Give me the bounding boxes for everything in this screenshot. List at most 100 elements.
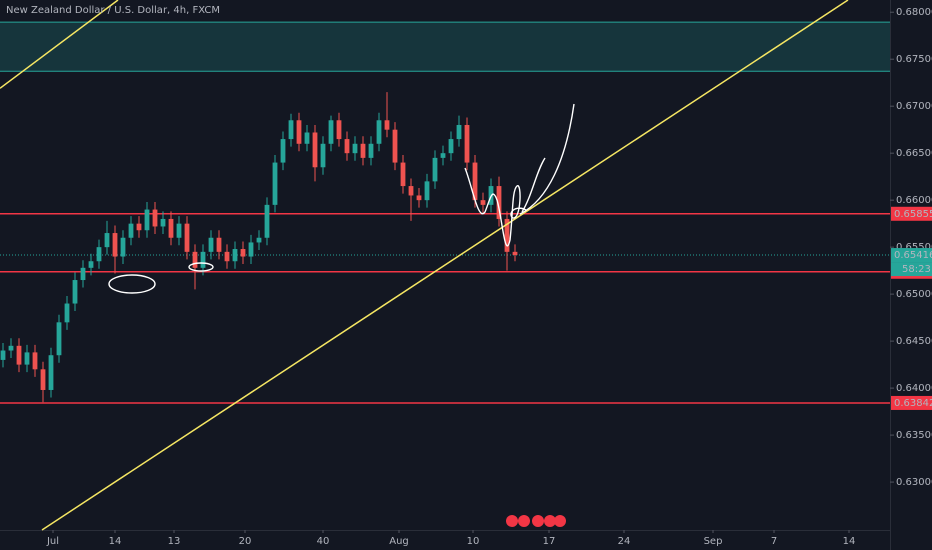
drawings <box>108 103 575 294</box>
x-tick-label: 40 <box>317 536 330 547</box>
last-price-label: 0.65416 <box>894 250 932 261</box>
candle-body <box>184 223 190 252</box>
candle-body <box>480 200 486 205</box>
candle-body <box>336 120 342 140</box>
candle-body <box>0 350 6 360</box>
last-price-label-bg <box>891 248 932 263</box>
candle-body <box>288 120 294 140</box>
candle-body <box>448 139 454 154</box>
drawing-stroke <box>519 103 575 215</box>
candle-body <box>64 303 70 323</box>
candle-body <box>96 247 102 262</box>
candle-body <box>168 218 174 238</box>
candle-body <box>384 120 390 130</box>
candle-body <box>328 120 334 144</box>
candle-body <box>48 355 54 390</box>
drawing-ellipse <box>188 262 214 272</box>
trendline <box>41 0 849 531</box>
x-tick-label: 13 <box>168 536 181 547</box>
candle-body <box>416 195 422 201</box>
candle-body <box>296 120 302 144</box>
line-price-label-bg <box>891 206 932 221</box>
x-tick-label: Jul <box>46 536 59 547</box>
candle-body <box>456 124 462 140</box>
candle-body <box>432 157 438 182</box>
candle-body <box>360 143 366 158</box>
candle-body <box>8 345 14 351</box>
candle-body <box>272 162 278 205</box>
x-tick-label: 20 <box>239 536 252 547</box>
candle-body <box>408 186 414 196</box>
x-tick-label: Sep <box>704 536 723 547</box>
candle-body <box>248 242 254 257</box>
candle-body <box>160 218 166 227</box>
candle-body <box>464 124 470 163</box>
x-tick-label: 14 <box>843 536 856 547</box>
event-icon <box>506 515 518 527</box>
countdown-bg <box>891 262 932 277</box>
candle-body <box>72 280 78 304</box>
candle-body <box>392 129 398 163</box>
event-icon <box>554 515 566 527</box>
candle-body <box>136 223 142 231</box>
candle-body <box>56 322 62 356</box>
candle-body <box>232 249 238 262</box>
candle-body <box>144 209 150 231</box>
event-icons <box>506 515 566 527</box>
x-tick-label: 7 <box>771 536 777 547</box>
candle-body <box>280 139 286 163</box>
x-tick-label: Aug <box>389 536 409 547</box>
event-icon <box>544 515 556 527</box>
candle-body <box>440 153 446 158</box>
candle-body <box>112 233 118 257</box>
candle-body <box>16 345 22 365</box>
candle-body <box>256 237 262 243</box>
candle-body <box>32 352 38 370</box>
candle-body <box>40 369 46 390</box>
x-tick-label: 17 <box>543 536 556 547</box>
candle-body <box>368 143 374 158</box>
line-price-label-bg <box>891 395 932 410</box>
candle-body <box>304 132 310 144</box>
candle-body <box>352 143 358 154</box>
candle-body <box>264 204 270 238</box>
event-icon <box>532 515 544 527</box>
candle-body <box>200 251 206 268</box>
chart-title: New Zealand Dollar / U.S. Dollar, 4h, FX… <box>6 5 220 16</box>
candle-body <box>312 132 318 168</box>
candle-body <box>208 237 214 252</box>
candle-body <box>192 251 198 268</box>
candle-body <box>424 181 430 201</box>
event-icon <box>518 515 530 527</box>
candle-body <box>176 223 182 238</box>
candle-body <box>216 237 222 252</box>
candle-body <box>472 162 478 201</box>
zone <box>0 22 890 72</box>
drawing-ellipse <box>108 274 156 294</box>
candle-body <box>320 143 326 168</box>
candle-body <box>240 249 246 257</box>
candle-body <box>504 218 510 252</box>
candle-body <box>496 186 502 219</box>
candle-body <box>512 251 518 256</box>
candle-body <box>120 237 126 257</box>
candle-body <box>80 267 86 281</box>
x-tick-label: 10 <box>467 536 480 547</box>
countdown: 58:23 <box>902 264 931 275</box>
drawing-scribble <box>464 167 527 247</box>
x-tick-label: 24 <box>618 536 631 547</box>
candle-body <box>376 120 382 144</box>
trendline <box>0 0 119 89</box>
drawing-stroke <box>521 157 546 213</box>
line-price-label: 0.65855 <box>894 209 932 220</box>
